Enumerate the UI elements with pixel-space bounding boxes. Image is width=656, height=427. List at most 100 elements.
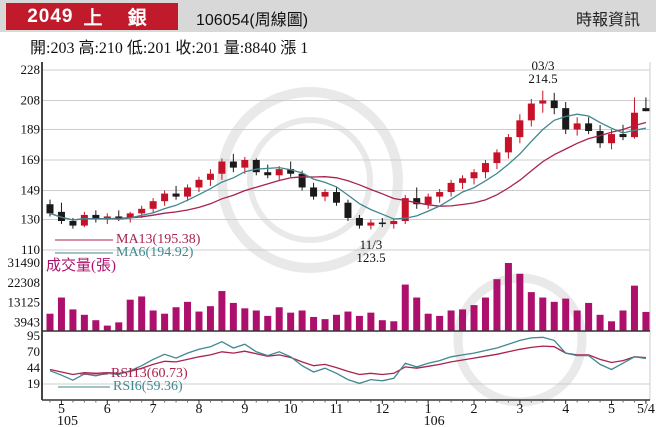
ma6-legend-label: MA6(194.92) — [116, 245, 194, 260]
month-label: 5 — [608, 402, 615, 417]
candle-body — [206, 173, 214, 180]
volume-bar — [275, 307, 283, 331]
candle — [355, 214, 363, 229]
candle-body — [344, 202, 352, 218]
volume-bar — [608, 321, 616, 331]
volume-bar — [516, 273, 524, 331]
volume-tick-label: 31490 — [8, 255, 41, 270]
volume-bar — [69, 309, 77, 331]
candle-body — [527, 103, 535, 121]
volume-bar — [206, 306, 214, 331]
candle-body — [138, 208, 146, 214]
month-label: 7 — [150, 402, 157, 417]
candle-body — [436, 192, 444, 197]
candle-body — [504, 137, 512, 153]
rsi13-line — [49, 345, 646, 376]
volume-bar — [585, 302, 593, 331]
volume-bar — [470, 305, 478, 331]
candle — [504, 134, 512, 159]
rsi13-legend: RSI13(60.73) — [80, 366, 188, 381]
volume-tick-label: 22308 — [8, 275, 41, 290]
candle-body — [195, 179, 203, 188]
volume-bar — [138, 296, 146, 331]
ma13-legend-label: MA13(195.38) — [116, 232, 201, 247]
volume-bar — [493, 279, 501, 331]
candle-body — [562, 108, 570, 130]
candle — [229, 153, 237, 173]
candle-body — [241, 159, 249, 168]
price-tick-label: 228 — [21, 62, 41, 77]
volume-panel-label: 成交量(張) — [46, 258, 116, 274]
volume-bar — [401, 284, 409, 331]
price-tick-label: 149 — [21, 183, 41, 198]
candle-body — [630, 112, 638, 138]
candle-body — [539, 100, 547, 104]
volume-bar — [252, 310, 260, 331]
rsi6-line-sample — [58, 385, 110, 388]
volume-bar — [80, 314, 88, 331]
volume-bar — [527, 292, 535, 331]
volume-bar — [562, 298, 570, 331]
rsi-tick-label: 70 — [27, 344, 40, 359]
candle — [367, 219, 375, 230]
candle-body — [275, 169, 283, 176]
candle-body — [401, 198, 409, 222]
candle-body — [252, 159, 260, 173]
volume-bar — [390, 321, 398, 331]
candle — [321, 188, 329, 202]
volume-bar — [573, 310, 581, 331]
candle — [172, 185, 180, 200]
ma6-line — [49, 113, 647, 221]
volume-bar — [367, 312, 375, 331]
candle — [596, 124, 604, 148]
candle — [344, 199, 352, 222]
volume-bar — [596, 314, 604, 331]
candle-body — [310, 187, 318, 197]
volume-bar — [195, 311, 203, 331]
volume-bar — [149, 310, 157, 331]
volume-bar — [229, 302, 237, 331]
candle — [516, 114, 524, 144]
candle — [298, 170, 306, 191]
volume-bar — [172, 307, 180, 331]
data-source-label: 時報資訊 — [575, 12, 640, 29]
volume-bar — [218, 291, 226, 331]
candle — [80, 211, 88, 228]
candle-body — [298, 173, 306, 188]
candle-body — [573, 123, 581, 130]
gridlines — [42, 62, 651, 400]
ma13-legend: MA13(195.38) — [55, 232, 201, 247]
candle-body — [149, 201, 157, 209]
candle-body — [619, 134, 627, 138]
candle — [195, 176, 203, 193]
peak-annotation-date: 03/3 — [531, 58, 555, 73]
price-tick-label: 189 — [21, 121, 41, 136]
candle — [161, 190, 169, 206]
volume-bar — [287, 312, 295, 331]
ma13-line-sample — [55, 238, 113, 241]
rsi13-legend-label: RSI13(60.73) — [111, 366, 188, 381]
title-bar: 2049 上 銀 106054(周線圖) 時報資訊 — [0, 0, 656, 32]
volume-bar — [539, 297, 547, 331]
watermark-circle — [247, 117, 373, 243]
volume-bar — [630, 285, 638, 331]
rsi6-legend: RSI6(59.36) — [58, 380, 183, 394]
volume-bar — [504, 263, 512, 331]
volume-bar — [298, 310, 306, 331]
candle-body — [321, 192, 329, 197]
candle — [138, 205, 146, 218]
candle-body — [447, 182, 455, 193]
candle — [539, 90, 547, 113]
volume-bar — [459, 309, 467, 331]
candle — [493, 149, 501, 170]
volume-bar — [310, 316, 318, 331]
candle-body — [161, 193, 169, 202]
peak-annotation-price: 214.5 — [528, 71, 558, 86]
candle-body — [413, 198, 421, 205]
candle — [585, 117, 593, 135]
candle-body — [264, 172, 272, 176]
volume-bar — [57, 297, 65, 331]
volume-bar — [344, 311, 352, 331]
candle — [424, 193, 432, 209]
